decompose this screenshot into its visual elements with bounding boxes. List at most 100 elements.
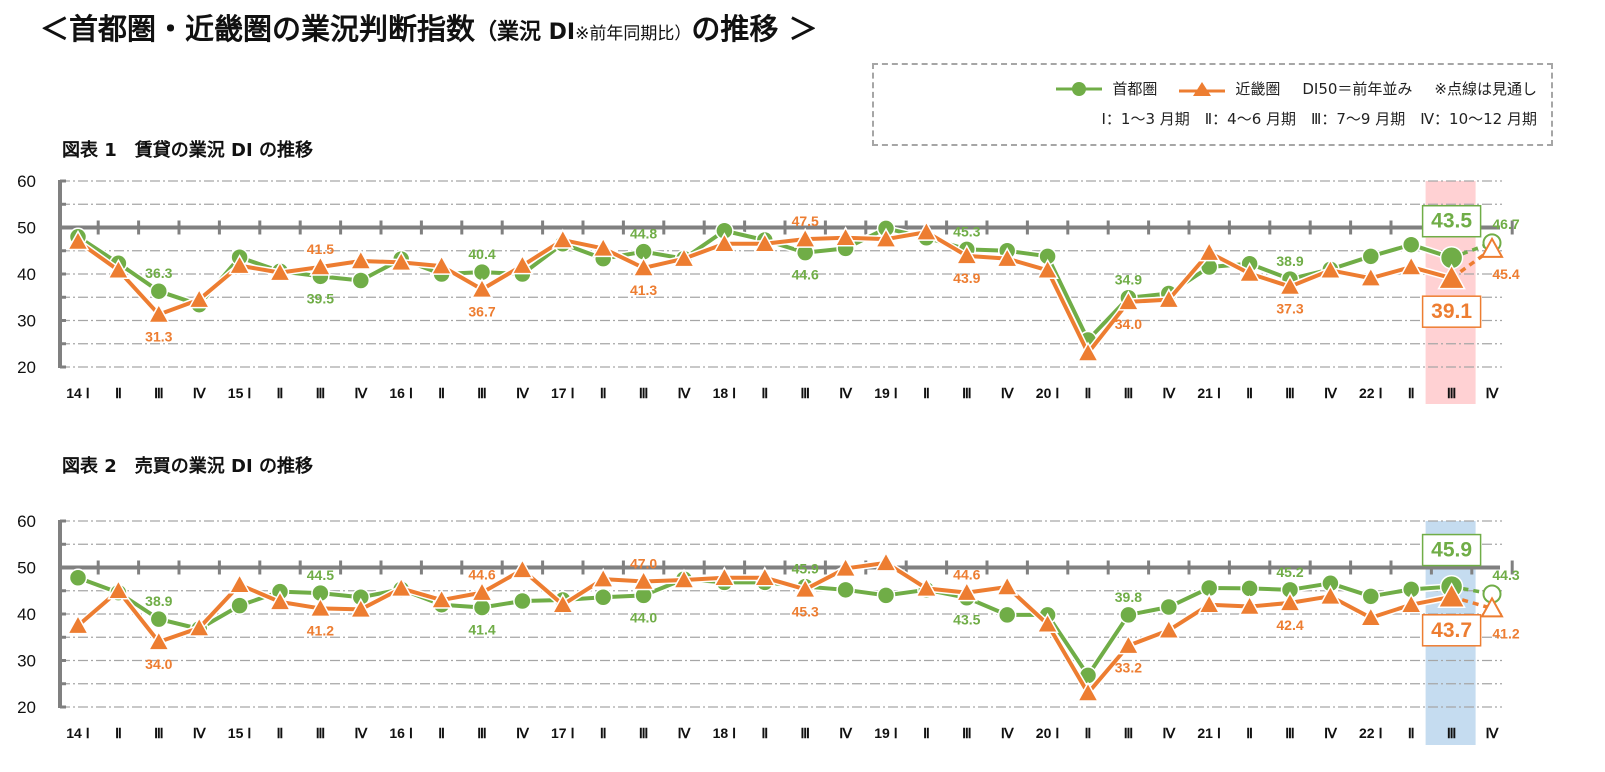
data-label: 41.5 — [307, 241, 334, 257]
data-point-triangle — [1437, 263, 1466, 290]
data-label: 44.0 — [630, 609, 657, 625]
data-label: 45.3 — [953, 223, 980, 239]
x-tick-label: Ⅳ — [839, 385, 853, 401]
data-point-triangle — [1036, 612, 1059, 633]
data-label: 34.0 — [145, 656, 172, 672]
data-point-triangle — [349, 249, 373, 270]
x-tick-label: Ⅲ — [800, 725, 810, 741]
data-point-triangle — [309, 596, 332, 618]
title-part-2: （業況 DI — [475, 20, 576, 45]
data-label: 39.5 — [307, 290, 334, 306]
data-label: 37.3 — [1276, 301, 1303, 317]
data-point-triangle — [632, 256, 655, 277]
data-point-triangle — [1480, 236, 1504, 258]
x-tick-label: Ⅳ — [193, 725, 207, 741]
x-tick-label: Ⅳ — [354, 385, 368, 401]
data-point-triangle — [147, 302, 171, 324]
x-tick-label: Ⅱ — [923, 725, 930, 741]
x-tick-label: Ⅲ — [1447, 385, 1457, 401]
x-tick-label: Ⅳ — [1162, 725, 1176, 741]
y-tick-label: 40 — [17, 265, 36, 284]
data-label: 45.9 — [1431, 539, 1472, 562]
data-point-triangle — [1399, 593, 1423, 614]
data-label: 45.9 — [792, 561, 819, 577]
data-point-triangle — [511, 254, 534, 275]
forecast-line-2 — [1450, 247, 1494, 280]
data-label: 39.8 — [1115, 589, 1142, 605]
data-point-triangle — [1117, 290, 1140, 311]
data-point-triangle — [1359, 266, 1383, 287]
x-tick-label: Ⅲ — [477, 725, 487, 741]
data-point-triangle — [632, 569, 655, 591]
data-point-triangle — [349, 597, 373, 619]
data-point-triangle — [107, 579, 130, 600]
chart1-title: 図表 1 賃貸の業況 DI の推移 — [62, 140, 313, 161]
data-point-circle — [1361, 587, 1381, 606]
y-tick-label: 60 — [17, 512, 36, 531]
data-label: 31.3 — [145, 328, 172, 344]
data-label: 38.9 — [1276, 253, 1303, 269]
x-tick-label: 17 Ⅰ — [551, 725, 575, 741]
data-point-circle — [997, 605, 1017, 625]
x-tick-label: 19 Ⅰ — [874, 725, 898, 741]
data-point-triangle — [1157, 288, 1181, 309]
legend-note-di50: DI50＝前年並み — [1302, 80, 1413, 98]
x-tick-label: 19 Ⅰ — [874, 385, 898, 401]
data-point-triangle — [713, 566, 736, 587]
x-tick-label: Ⅲ — [154, 725, 164, 741]
x-tick-label: Ⅱ — [438, 725, 445, 741]
data-point-triangle — [268, 590, 292, 611]
x-tick-label: Ⅱ — [923, 385, 930, 401]
x-tick-label: Ⅳ — [193, 385, 207, 401]
x-tick-label: Ⅱ — [115, 725, 122, 741]
x-tick-label: Ⅳ — [839, 725, 853, 741]
y-tick-label: 20 — [17, 698, 36, 717]
x-tick-label: Ⅳ — [1162, 385, 1176, 401]
data-point-circle — [876, 586, 896, 605]
data-label: 43.7 — [1431, 619, 1472, 642]
x-tick-label: Ⅳ — [1324, 725, 1338, 741]
data-label: 43.5 — [1431, 210, 1472, 233]
data-point-circle — [1361, 247, 1381, 266]
data-label: 46.7 — [1492, 216, 1519, 232]
data-point-triangle — [591, 236, 615, 258]
data-label: 44.5 — [307, 567, 334, 583]
x-tick-label: Ⅳ — [678, 725, 692, 741]
data-label: 42.4 — [1276, 617, 1303, 633]
data-point-triangle — [187, 616, 211, 637]
x-tick-label: Ⅱ — [1408, 725, 1415, 741]
data-point-triangle — [511, 558, 534, 579]
data-label: 39.1 — [1431, 300, 1472, 323]
chart-2: 20 30 40 50 60 14 Ⅰ Ⅱ Ⅲ Ⅳ 15 Ⅰ Ⅱ Ⅲ Ⅳ 16 Ⅰ Ⅱ Ⅲ Ⅳ 17 Ⅰ Ⅱ Ⅲ Ⅳ 18… — [17, 512, 1520, 745]
data-label: 38.9 — [145, 593, 172, 609]
data-point-triangle — [1197, 593, 1221, 614]
x-tick-label: Ⅲ — [477, 385, 487, 401]
legend-quarters: Ⅰ：1～3 月期 Ⅱ：4～6 月期 Ⅲ：7～9 月期 Ⅳ：10～12 月期 — [1101, 110, 1537, 128]
x-tick-label: Ⅱ — [1408, 385, 1415, 401]
x-tick-label: Ⅱ — [277, 385, 284, 401]
data-point-triangle — [66, 229, 90, 251]
data-point-triangle — [66, 614, 90, 635]
x-tick-label: Ⅳ — [516, 385, 530, 401]
data-point-circle — [1401, 235, 1421, 254]
data-point-circle — [836, 580, 855, 600]
x-tick-label: Ⅲ — [1124, 385, 1134, 401]
data-label: 44.3 — [1492, 567, 1519, 583]
x-tick-label: Ⅱ — [600, 385, 607, 401]
x-tick-label: Ⅲ — [1124, 725, 1134, 741]
data-label: 45.4 — [1492, 266, 1519, 282]
data-point-triangle — [915, 220, 938, 241]
x-tick-label: 22 Ⅰ — [1359, 725, 1383, 741]
x-tick-label: 22 Ⅰ — [1359, 385, 1383, 401]
x-tick-label: 18 Ⅰ — [713, 725, 737, 741]
data-point-circle — [1119, 605, 1138, 625]
data-point-triangle — [107, 258, 130, 280]
data-point-triangle — [309, 255, 332, 276]
forecast-line-2 — [1451, 595, 1493, 611]
legend-note-forecast: ※点線は見通し — [1434, 80, 1537, 98]
x-tick-label: Ⅱ — [1246, 725, 1253, 741]
data-point-circle — [1240, 579, 1259, 598]
data-point-triangle — [430, 588, 453, 609]
x-tick-label: 18 Ⅰ — [713, 385, 737, 401]
